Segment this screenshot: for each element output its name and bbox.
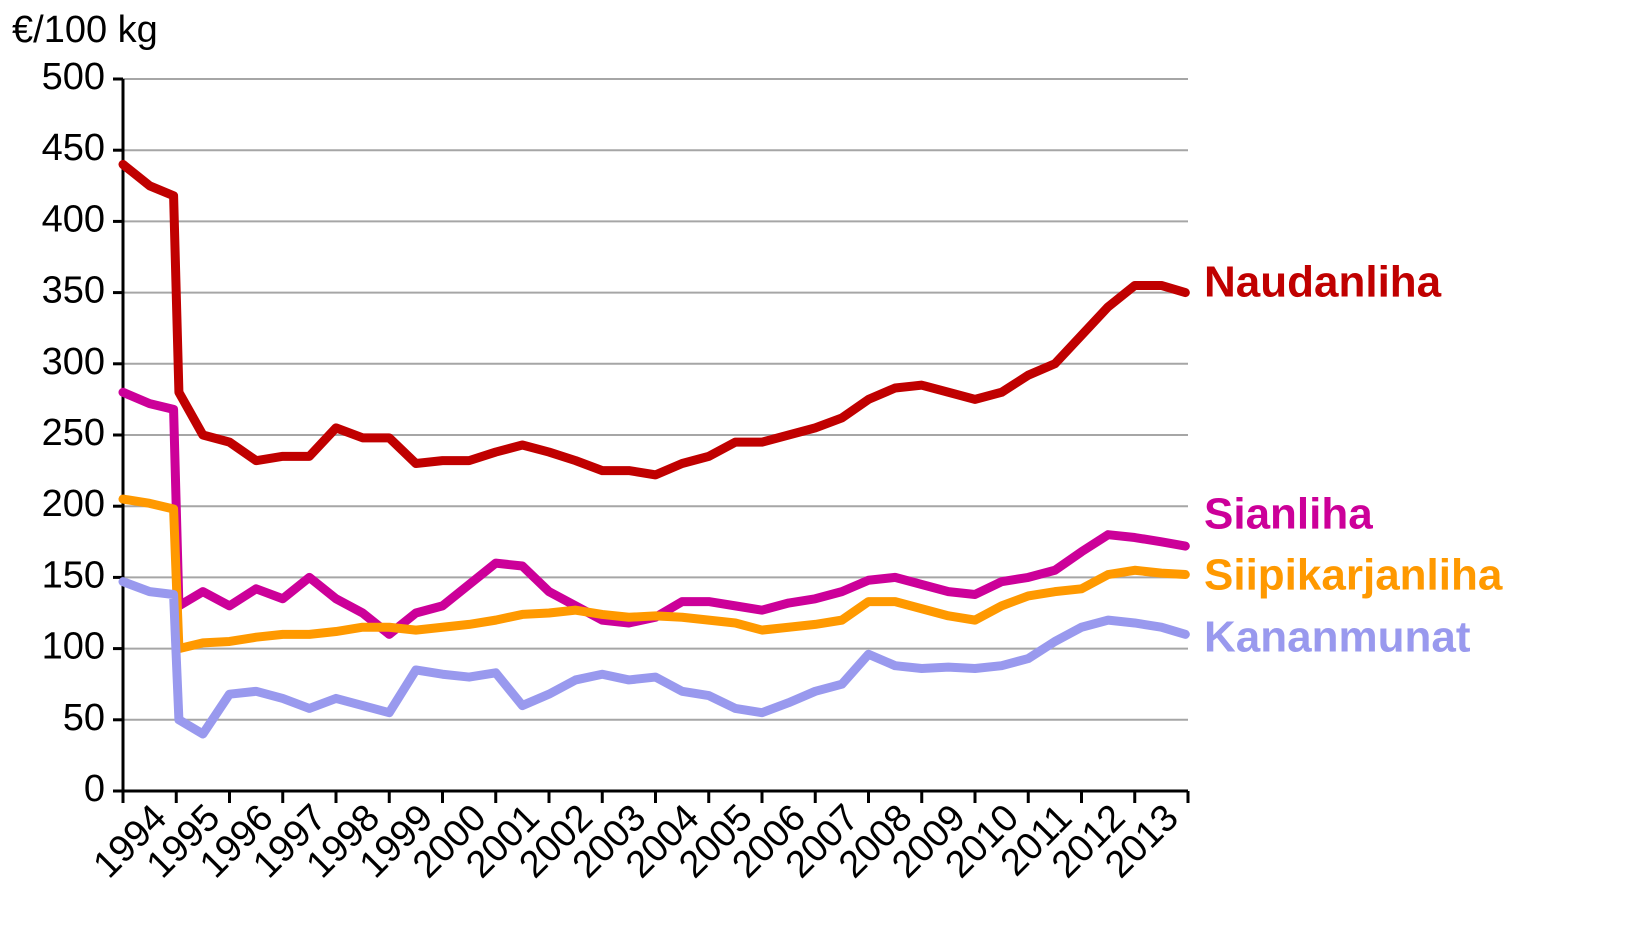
y-tick-label: 100 (42, 626, 105, 668)
series-label: Naudanliha (1204, 258, 1442, 307)
y-tick-label: 150 (42, 554, 105, 596)
series-label: Siipikarjanliha (1204, 551, 1503, 600)
series-line (118, 577, 1190, 739)
y-tick-label: 50 (63, 697, 105, 739)
series-line (118, 494, 1190, 654)
y-tick-label: 200 (42, 483, 105, 525)
series-line (118, 159, 1190, 480)
y-axis-label: €/100 kg (12, 9, 158, 51)
y-tick-label: 350 (42, 270, 105, 312)
y-tick-label: 250 (42, 412, 105, 454)
series-label: Kananmunat (1204, 613, 1471, 662)
y-tick-label: 400 (42, 198, 105, 240)
y-tick-label: 500 (42, 56, 105, 98)
y-tick-label: 300 (42, 341, 105, 383)
y-tick-label: 0 (84, 768, 105, 810)
y-tick-label: 450 (42, 127, 105, 169)
series-label: Sianliha (1204, 490, 1373, 539)
